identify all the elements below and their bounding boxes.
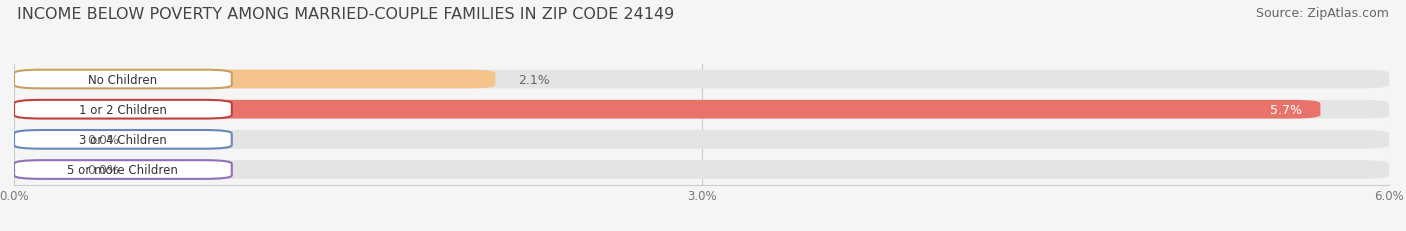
Text: INCOME BELOW POVERTY AMONG MARRIED-COUPLE FAMILIES IN ZIP CODE 24149: INCOME BELOW POVERTY AMONG MARRIED-COUPL…	[17, 7, 673, 22]
Text: 5 or more Children: 5 or more Children	[67, 163, 179, 176]
Text: 1 or 2 Children: 1 or 2 Children	[79, 103, 167, 116]
FancyBboxPatch shape	[14, 100, 1320, 119]
Text: Source: ZipAtlas.com: Source: ZipAtlas.com	[1256, 7, 1389, 20]
FancyBboxPatch shape	[14, 70, 1389, 89]
FancyBboxPatch shape	[14, 70, 495, 89]
FancyBboxPatch shape	[14, 131, 232, 149]
Text: 0.0%: 0.0%	[87, 133, 120, 146]
FancyBboxPatch shape	[14, 161, 65, 179]
FancyBboxPatch shape	[14, 70, 232, 89]
FancyBboxPatch shape	[14, 161, 1389, 179]
FancyBboxPatch shape	[14, 100, 1389, 119]
FancyBboxPatch shape	[14, 131, 65, 149]
FancyBboxPatch shape	[14, 161, 232, 179]
Text: 0.0%: 0.0%	[87, 163, 120, 176]
Text: 2.1%: 2.1%	[519, 73, 550, 86]
Text: 3 or 4 Children: 3 or 4 Children	[79, 133, 167, 146]
FancyBboxPatch shape	[14, 131, 1389, 149]
Text: No Children: No Children	[89, 73, 157, 86]
Text: 5.7%: 5.7%	[1270, 103, 1302, 116]
FancyBboxPatch shape	[14, 100, 232, 119]
